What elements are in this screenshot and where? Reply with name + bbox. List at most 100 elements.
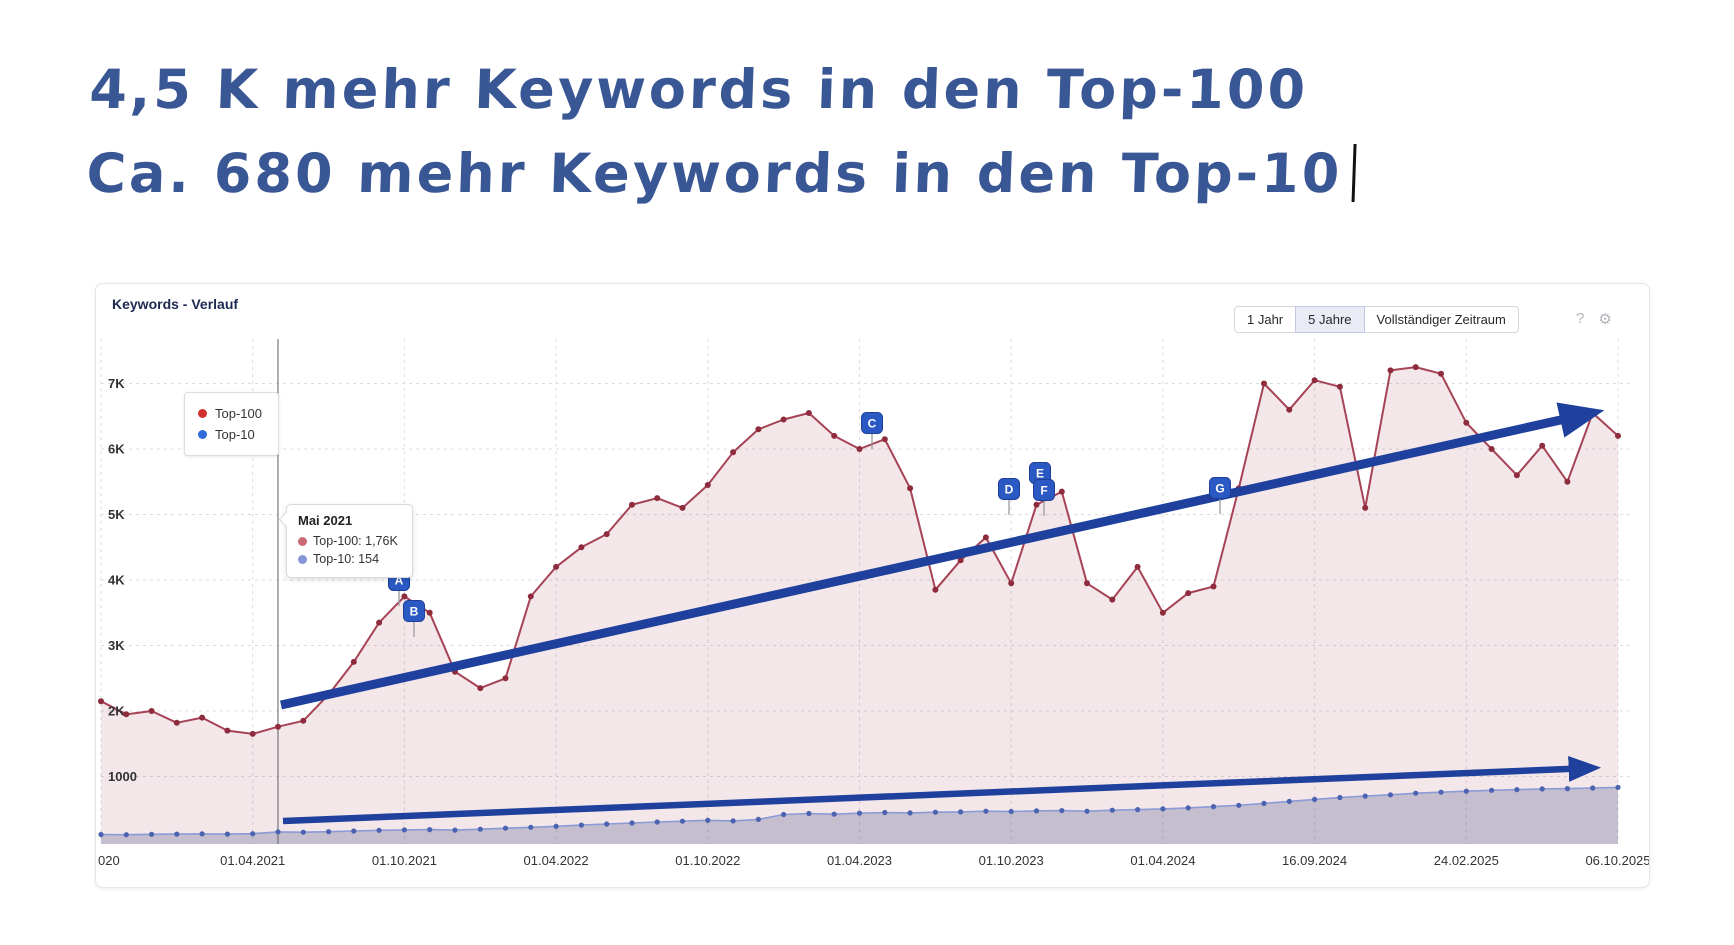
point-top-10 — [1489, 787, 1495, 793]
event-pin-F[interactable]: F — [1033, 479, 1055, 501]
point-top-100 — [679, 504, 686, 511]
point-top-100 — [907, 485, 914, 492]
handwritten-note: 4,5 K mehr Keywords in den Top-100 Ca. 6… — [85, 48, 1360, 215]
point-top-100 — [1463, 419, 1470, 426]
y-axis-label: 3K — [108, 638, 125, 653]
point-top-100 — [173, 719, 180, 726]
point-top-10 — [856, 810, 863, 816]
text-cursor — [1351, 143, 1357, 202]
chart-svg[interactable]: A B C D EF G 7K 6K 5K 4K 3K 2K 1000 020 01.04.2021 01.1… — [96, 337, 1649, 887]
legend-item-top-10[interactable]: Top-10 — [198, 424, 262, 445]
svg-text:G: G — [1215, 482, 1224, 496]
point-top-10 — [1286, 798, 1292, 804]
y-axis-label: 6K — [108, 442, 125, 457]
range-button-5-jahre[interactable]: 5 Jahre — [1295, 306, 1365, 333]
point-top-100 — [1615, 432, 1621, 439]
svg-text:B: B — [410, 605, 419, 619]
point-top-10 — [1564, 786, 1570, 792]
point-top-10 — [376, 827, 382, 833]
point-top-10 — [806, 810, 812, 817]
x-axis-label: 16.09.2024 — [1282, 853, 1347, 868]
point-top-100 — [199, 714, 206, 721]
point-top-10 — [528, 824, 534, 830]
point-top-100 — [401, 593, 408, 600]
event-pin-B[interactable]: B — [403, 600, 425, 622]
point-top-100 — [98, 698, 104, 705]
area-top-100 — [101, 367, 1618, 844]
point-top-100 — [1488, 446, 1495, 452]
legend-item-top-100[interactable]: Top-100 — [198, 403, 262, 424]
svg-text:A: A — [395, 574, 404, 588]
point-top-100 — [224, 727, 231, 734]
point-top-100 — [376, 619, 383, 626]
point-top-10 — [1109, 807, 1115, 813]
y-axis-label: 7K — [108, 376, 125, 391]
point-top-100 — [982, 534, 989, 541]
point-top-10 — [1514, 787, 1520, 793]
tooltip-row-top-100: Top-100: 1,76K — [298, 532, 398, 550]
point-top-100 — [1336, 383, 1343, 390]
point-top-10 — [452, 827, 458, 833]
point-top-100 — [831, 432, 838, 439]
point-top-100 — [426, 609, 433, 616]
x-axis-label: 020 — [98, 853, 120, 868]
point-top-100 — [654, 495, 661, 502]
point-top-10 — [351, 828, 357, 834]
point-top-100 — [957, 557, 964, 564]
tooltip-row-top-10: Top-10: 154 — [298, 550, 398, 568]
x-axis-label: 01.04.2022 — [524, 853, 589, 868]
point-top-10 — [502, 825, 509, 831]
range-button-1-jahr[interactable]: 1 Jahr — [1234, 306, 1297, 333]
point-top-100 — [603, 531, 610, 538]
point-top-100 — [1134, 563, 1141, 570]
point-top-10 — [1210, 804, 1217, 810]
event-pin-D[interactable]: D — [998, 478, 1020, 500]
point-top-10 — [1059, 808, 1065, 814]
point-top-10 — [326, 829, 332, 835]
point-top-10 — [983, 808, 989, 814]
help-icon[interactable]: ? — [1576, 310, 1585, 327]
point-top-10 — [1590, 785, 1596, 791]
plot-area: A B C D E F G 7K 6K 5K 4K 3K 2K 1000 020 01.04.2021 01.1… — [96, 337, 1649, 887]
point-top-100 — [1311, 377, 1318, 384]
point-top-10 — [149, 831, 155, 837]
point-top-10 — [1236, 802, 1242, 808]
point-top-100 — [527, 593, 534, 600]
point-top-100 — [1286, 406, 1293, 413]
trend-arrow — [280, 402, 1605, 710]
point-top-10 — [553, 823, 559, 829]
panel-title: Keywords - Verlauf — [112, 296, 239, 312]
x-axis-label: 01.04.2024 — [1130, 853, 1195, 868]
range-button-vollstaendiger-zeitraum[interactable]: Vollständiger Zeitraum — [1363, 306, 1519, 333]
point-top-10 — [1438, 789, 1444, 795]
point-top-10 — [401, 827, 407, 833]
event-pin-C[interactable]: C — [861, 412, 883, 434]
point-top-10 — [1362, 793, 1368, 799]
point-top-10 — [629, 820, 635, 826]
tooltip-dot-top-10 — [298, 554, 307, 564]
point-top-10 — [730, 818, 736, 824]
point-top-10 — [1539, 786, 1545, 792]
event-pin-G[interactable]: G — [1209, 477, 1231, 499]
point-top-100 — [148, 708, 155, 714]
point-top-100 — [578, 544, 585, 551]
legend-label-top-100: Top-100 — [215, 406, 262, 421]
legend-label-top-10: Top-10 — [215, 427, 255, 442]
point-top-10 — [1033, 808, 1040, 814]
point-top-10 — [654, 819, 660, 825]
gear-icon[interactable]: ⚙ — [1598, 311, 1612, 328]
point-top-10 — [907, 810, 913, 816]
point-top-10 — [1337, 794, 1343, 801]
point-top-100 — [805, 410, 812, 416]
point-top-10 — [1463, 788, 1469, 794]
x-axis-label: 01.04.2023 — [827, 853, 892, 868]
point-top-100 — [1033, 501, 1040, 508]
point-top-100 — [1058, 488, 1065, 495]
point-top-100 — [1210, 583, 1217, 590]
y-axis-label: 2K — [108, 704, 125, 719]
event-pin-E[interactable]: E — [1029, 462, 1051, 484]
x-axis-label: 01.10.2022 — [675, 853, 740, 868]
point-top-10 — [477, 826, 483, 832]
point-top-100 — [350, 658, 357, 665]
point-top-100 — [249, 730, 256, 737]
